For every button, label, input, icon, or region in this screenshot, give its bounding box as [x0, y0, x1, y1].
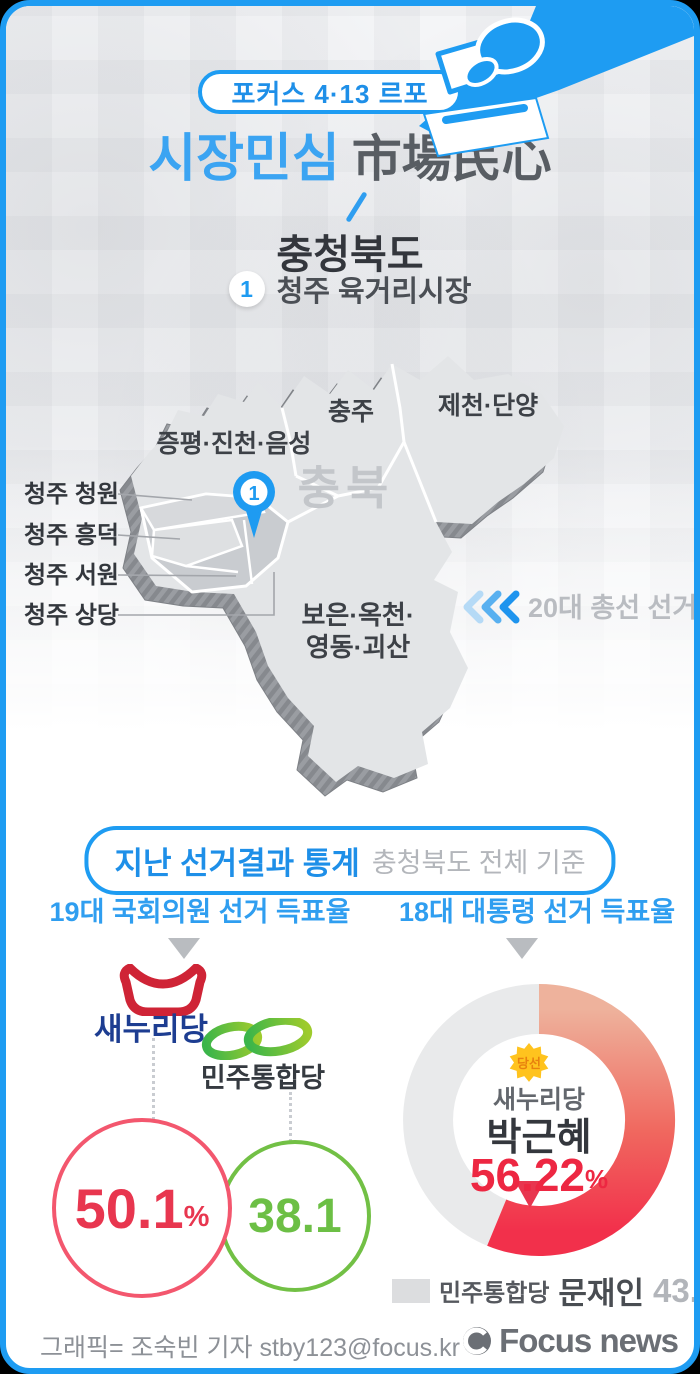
stats-section-subtitle: 충청북도 전체 기준: [371, 848, 586, 878]
saenuri-party-name: 새누리당: [93, 1012, 209, 1047]
map-caption: 20대 총선 선거구: [528, 593, 694, 623]
map-province-body: [131, 356, 564, 782]
badge-label: 포커스 4·13 르포: [231, 78, 429, 109]
assembly-header: 19대 국회의원 선거 득표율: [49, 897, 351, 927]
map-label-sangdang: 청주 상당: [24, 602, 119, 629]
presidential-donut-chart: [403, 984, 676, 1256]
map-label-south-line2: 영동·괴산: [306, 632, 410, 662]
minju-vote-circle: 38.1: [219, 1140, 371, 1292]
presidential-header: 18대 대통령 선거 득표율: [398, 897, 676, 927]
blue-corner-ribbon: [419, 6, 694, 134]
page-title: 시장민심 市場民心: [6, 116, 694, 191]
chungbuk-map: 충북 충주 제천·단양 증평·진천·음성 보은·옥천· 영동·괴산 청주 청원 …: [24, 356, 694, 797]
market-row: 1 청주 육거리시장: [6, 268, 694, 310]
winner-value-row: 56.22 %: [449, 1148, 629, 1202]
map-label-cheongwon: 청주 청원: [24, 481, 119, 508]
map-district-borders: [280, 363, 438, 524]
chevrons-left-icon: [463, 590, 520, 624]
legend-swatch: [392, 1278, 430, 1303]
winner-badge-label: 당선: [517, 1056, 541, 1071]
donut-pointer: [515, 1181, 545, 1208]
donut-gray-segment: [403, 984, 540, 1246]
down-triangle-icon: [168, 938, 200, 959]
market-number-badge: 1: [228, 271, 265, 307]
saenuri-vote-circle: 50.1 %: [52, 1118, 232, 1298]
winner-name: 박근혜: [486, 1117, 592, 1159]
winner-badge-star: 당선: [509, 1043, 549, 1082]
map-leader-lines: [117, 493, 275, 616]
map-subregion-borders: [185, 519, 254, 585]
title-korean: 시장민심: [148, 130, 340, 188]
down-triangle-icon: [506, 938, 538, 959]
map-label-jecheon-danyang: 제천·단양: [438, 392, 538, 420]
map-pin-number: 1: [248, 483, 259, 505]
ballot-slot: [442, 104, 528, 124]
hand-casting-ballot-icon: [422, 6, 571, 158]
map-label-chungju: 충주: [328, 398, 374, 426]
donut-red-segment: [487, 984, 676, 1256]
saenuri-party-logo: [119, 964, 207, 1016]
focusnews-mark-icon: [463, 1327, 492, 1355]
legend-name: 문재인: [558, 1276, 644, 1311]
province-title: 충청북도: [276, 233, 424, 277]
map-label-heungdeok: 청주 흥덕: [24, 522, 119, 549]
stats-section-pill: 지난 선거결과 통계 충청북도 전체 기준: [84, 826, 616, 895]
hand-finger: [463, 57, 499, 87]
minju-vote-value: 38.1: [248, 1189, 342, 1243]
map-pin: 1: [233, 471, 275, 538]
legend-value: 43.26%: [652, 1271, 699, 1309]
donut-legend: 민주통합당 문재인 43.26%: [392, 1268, 699, 1313]
winner-value: 56.22: [469, 1149, 585, 1201]
minju-party-logo: [201, 1018, 313, 1060]
dotted-connector: [289, 1092, 292, 1142]
dotted-connector: [152, 1038, 155, 1120]
focus-report-badge: 포커스 4·13 르포: [198, 70, 462, 114]
credit-line: 그래픽= 조숙빈 기자 stby123@focus.kr: [40, 1334, 460, 1362]
map-label-seowon: 청주 서원: [24, 562, 119, 589]
map-label-south-line1: 보은·옥천·: [302, 600, 415, 630]
brand-name: Focus news: [499, 1322, 679, 1359]
saenuri-vote-value: 50.1: [74, 1176, 184, 1240]
map-subregion-heungdeok: [150, 518, 244, 568]
ballot-box-top: [422, 96, 550, 158]
legend-party: 민주통합당: [439, 1280, 550, 1307]
map-watermark: 충북: [298, 462, 395, 514]
brand-logo: Focus news: [6, 1322, 679, 1360]
map-label-jeungpyeong: 증평·진천·음성: [157, 430, 312, 458]
saenuri-vote-unit: %: [183, 1200, 210, 1233]
minju-party-name: 민주통합당: [200, 1063, 326, 1093]
winner-party: 새누리당: [492, 1086, 585, 1114]
winner-unit: %: [585, 1164, 609, 1194]
map-left-labels: 청주 청원 청주 흥덕 청주 서원 청주 상당: [24, 481, 119, 629]
market-name: 청주 육거리시장: [276, 276, 472, 308]
stats-section-title: 지난 선거결과 통계: [114, 846, 360, 881]
